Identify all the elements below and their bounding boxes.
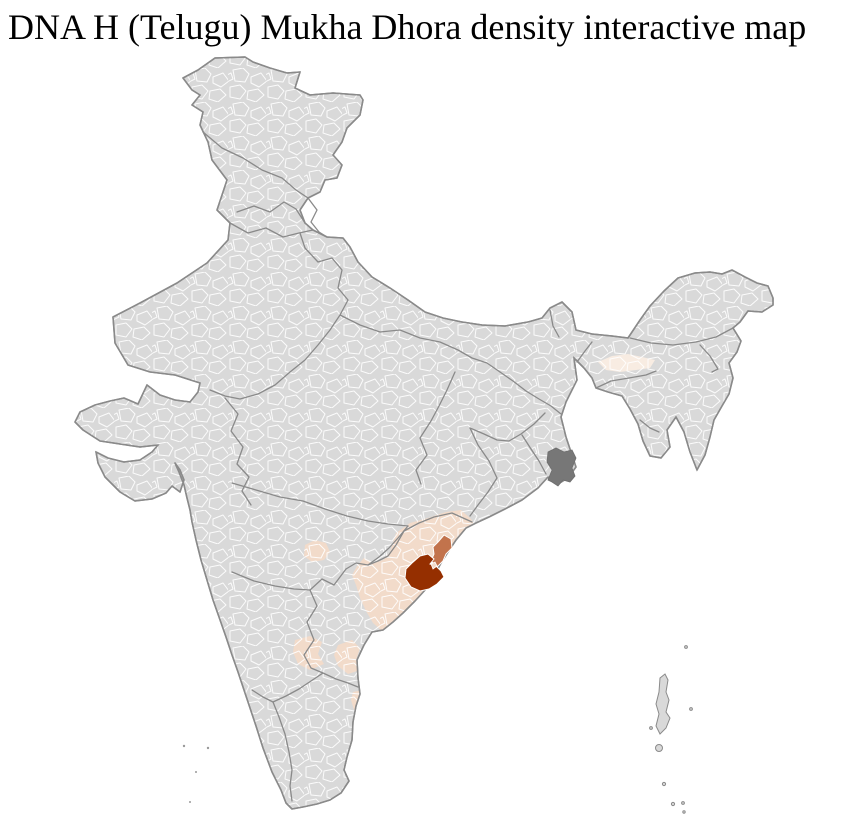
district-region-visakhapatnam-area[interactable] [404,553,445,592]
island [182,744,186,748]
island [661,781,667,787]
state-border-line [521,434,547,475]
state-borders [202,131,734,802]
state-border-line [339,314,501,373]
island[interactable] [655,744,663,752]
state-border-line [307,197,328,238]
island[interactable] [655,673,671,735]
state-border-line [202,131,309,199]
district-region-vizianagaram-area[interactable] [430,534,453,568]
state-border-line [576,341,593,363]
lakshadweep-islands[interactable] [182,744,210,803]
state-border-line [469,427,498,517]
state-border-line [229,222,314,238]
state-border-line [231,482,409,527]
island [189,801,191,803]
state-border-line [699,344,719,373]
island [682,810,686,814]
state-border-line [309,568,347,591]
state-border-line [469,412,546,442]
state-border-line [639,419,660,433]
state-border-line [415,371,456,485]
island [195,771,197,773]
district-region-sundarbans-area[interactable] [546,447,577,487]
district-boundaries-texture [75,57,773,809]
island [684,645,688,649]
state-border-line [303,589,359,688]
island [689,707,693,711]
island [681,801,685,805]
state-border-line [272,701,293,802]
andaman-nicobar-islands[interactable] [649,645,693,814]
state-border-line [224,397,252,506]
district-enclave[interactable] [430,561,438,570]
state-border-line [251,672,324,703]
state-border-line [549,309,560,338]
page-title: DNA H (Telugu) Mukha Dhora density inter… [8,7,807,47]
state-border-line [231,571,311,591]
state-border-line [499,371,562,415]
state-border-line [209,232,349,400]
island [670,801,676,807]
state-border-line [629,327,734,346]
island [206,746,210,750]
state-border-line [236,201,306,224]
state-border-line [595,370,657,389]
state-border-line [367,512,473,566]
state-border-line [345,525,409,570]
island [649,726,653,730]
